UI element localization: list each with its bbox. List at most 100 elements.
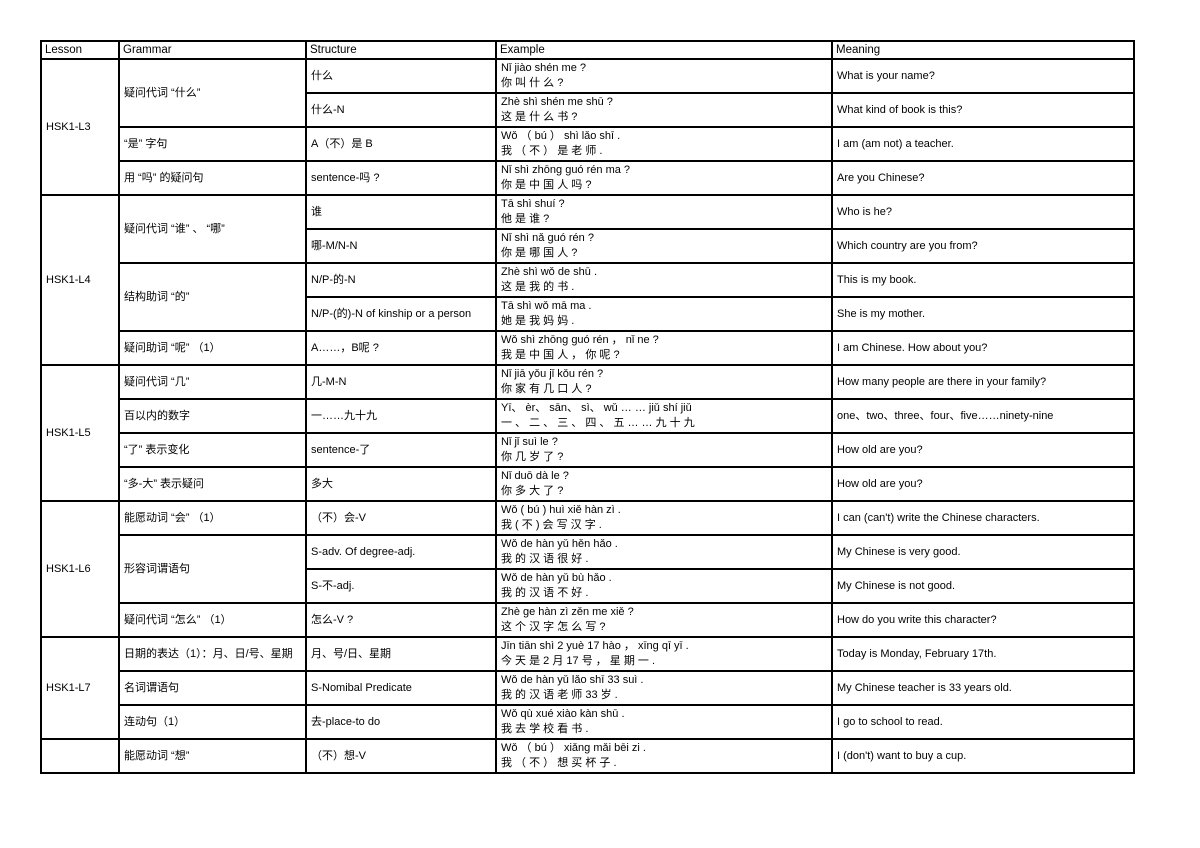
table-row: 结构助词 “的” N/P-的-N Zhè shì wǒ de shū . 这 是 我 … — [41, 262, 1135, 332]
example-hanzi: 你 是 中 国 人 吗 ? — [501, 179, 592, 191]
structure-cell: 几-M-N — [305, 364, 497, 400]
lesson-cell: HSK1-L6 — [40, 500, 120, 638]
meaning-cell: My Chinese is not good. — [831, 568, 1135, 604]
table-row: 形容词谓语句 S-adv. Of degree-adj. Wǒ de hàn yǔ … — [41, 534, 1135, 604]
grammar-cell: 疑问代词 “谁” 、 “哪” — [118, 194, 307, 264]
structure-cell: A（不）是 B — [305, 126, 497, 162]
lesson-cell: HSK1-L5 — [40, 364, 120, 502]
example-pinyin: Wǒ ( bú ) huì xiě hàn zì . — [501, 504, 621, 516]
meaning-cell: Which country are you from? — [831, 228, 1135, 264]
grammar-cell: 疑问代词 “怎么” （1） — [118, 602, 307, 638]
example-hanzi: 我 （ 不 ） 是 老 师 . — [501, 145, 603, 157]
example-hanzi: 我 是 中 国 人 ， 你 呢 ? — [501, 349, 620, 361]
table-row: HSK1-L4 疑问代词 “谁” 、 “哪” 谁 Tā shì shuí ? 他 是 谁… — [40, 194, 1135, 366]
example-cell: Wǒ de hàn yǔ bù hǎo . 我 的 汉 语 不 好 . — [495, 568, 833, 604]
example-cell: Wǒ de hàn yǔ hěn hǎo . 我 的 汉 语 很 好 . — [495, 534, 833, 570]
meaning-cell: I go to school to read. — [831, 704, 1135, 740]
example-cell: Nǐ shì nǎ guó rén ? 你 是 哪 国 人 ? — [495, 228, 833, 264]
grammar-cell: 连动句（1） — [118, 704, 307, 740]
example-cell: Zhè shì wǒ de shū . 这 是 我 的 书 . — [495, 262, 833, 298]
example-cell: Nǐ jǐ suì le ? 你 几 岁 了 ? — [495, 432, 833, 468]
structure-cell: A……，B呢 ? — [305, 330, 497, 366]
example-hanzi: 你 几 岁 了 ? — [501, 451, 564, 463]
example-hanzi: 你 家 有 几 口 人 ? — [501, 383, 592, 395]
example-hanzi: 我 的 汉 语 不 好 . — [501, 587, 589, 599]
grammar-cell: 疑问代词 “什么” — [118, 58, 307, 128]
grammar-table: Lesson Grammar Structure Example Meaning… — [40, 40, 1135, 774]
table-row: 疑问助词 “呢” （1） A……，B呢 ? Wǒ shì zhōng guó rén… — [41, 330, 1135, 366]
grammar-cell: 能愿动词 “会” （1） — [118, 500, 307, 536]
meaning-cell: How old are you? — [831, 466, 1135, 502]
example-pinyin: Zhè shì shén me shū ? — [501, 96, 613, 108]
grammar-cell: 百以内的数字 — [118, 398, 307, 434]
meaning-cell: Who is he? — [831, 194, 1135, 230]
table-row: 连动句（1） 去-place-to do Wǒ qù xué xiào kàn sh… — [41, 704, 1135, 740]
table-row: “多-大” 表示疑问 多大 Nǐ duō dà le ? 你 多 大 了 ? How o… — [41, 466, 1135, 502]
example-pinyin: Wǒ （ bú ） shì lǎo shī . — [501, 130, 621, 142]
meaning-cell: I (don't) want to buy a cup. — [831, 738, 1135, 774]
example-pinyin: Nǐ jǐ suì le ? — [501, 436, 558, 448]
example-pinyin: Yī、 èr、 sān、 sì、 wǔ … … jiǔ shí jiǔ — [501, 402, 692, 414]
example-pinyin: Wǒ qù xué xiào kàn shū . — [501, 708, 625, 720]
structure-cell: 多大 — [305, 466, 497, 502]
structure-cell: 谁 — [305, 194, 497, 230]
example-pinyin: Wǒ （ bú ） xiǎng mǎi bēi zi . — [501, 742, 646, 754]
example-hanzi: 你 多 大 了 ? — [501, 485, 564, 497]
header-row: Lesson Grammar Structure Example Meaning — [40, 40, 1135, 60]
meaning-cell: Are you Chinese? — [831, 160, 1135, 196]
structure-cell: sentence-了 — [305, 432, 497, 468]
example-cell: Wǒ ( bú ) huì xiě hàn zì . 我 ( 不 ) 会 写 汉 … — [495, 500, 833, 536]
grammar-cell: 疑问代词 “几” — [118, 364, 307, 400]
meaning-cell: What is your name? — [831, 58, 1135, 94]
structure-cell: S-adv. Of degree-adj. — [305, 534, 497, 570]
example-cell: Wǒ qù xué xiào kàn shū . 我 去 学 校 看 书 . — [495, 704, 833, 740]
lesson-cell: HSK1-L3 — [40, 58, 120, 196]
table-row: 能愿动词 “想” （不）想-V Wǒ （ bú ） xiǎng mǎi bēi zi… — [40, 738, 1135, 774]
meaning-cell: I am (am not) a teacher. — [831, 126, 1135, 162]
example-cell: Wǒ de hàn yǔ lǎo shī 33 suì . 我 的 汉 语 老 师… — [495, 670, 833, 706]
example-hanzi: 今 天 是 2 月 17 号 ， 星 期 一 . — [501, 655, 656, 667]
meaning-cell: I am Chinese. How about you? — [831, 330, 1135, 366]
example-pinyin: Nǐ jiā yǒu jǐ kǒu rén ? — [501, 368, 604, 380]
table-row: HSK1-L3 疑问代词 “什么” 什么 Nǐ jiào shén me ? 你 叫 什… — [40, 58, 1135, 196]
table-row: 百以内的数字 一……九十九 Yī、 èr、 sān、 sì、 wǔ … … jiǔ … — [41, 398, 1135, 434]
structure-cell: （不）想-V — [305, 738, 497, 774]
structure-cell: 什么-N — [305, 92, 497, 128]
meaning-cell: What kind of book is this? — [831, 92, 1135, 128]
table-row: 用 “吗” 的疑问句 sentence-吗 ? Nǐ shì zhōng guó r… — [41, 160, 1135, 196]
grammar-cell: “是” 字句 — [118, 126, 307, 162]
table-row: HSK1-L5 疑问代词 “几” 几-M-N Nǐ jiā yǒu jǐ kǒu ré… — [40, 364, 1135, 502]
structure-cell: 去-place-to do — [305, 704, 497, 740]
structure-cell: 一……九十九 — [305, 398, 497, 434]
header-lesson: Lesson — [40, 40, 120, 60]
structure-cell: 月、号/日、星期 — [305, 636, 497, 672]
grammar-cell: “了” 表示变化 — [118, 432, 307, 468]
example-pinyin: Tā shì shuí ? — [501, 198, 565, 210]
grammar-cell: “多-大” 表示疑问 — [118, 466, 307, 502]
table-row: “了” 表示变化 sentence-了 Nǐ jǐ suì le ? 你 几 岁 了 … — [41, 432, 1135, 468]
example-hanzi: 你 是 哪 国 人 ? — [501, 247, 578, 259]
example-hanzi: 你 叫 什 么 ? — [501, 77, 564, 89]
example-pinyin: Nǐ shì zhōng guó rén ma ? — [501, 164, 631, 176]
structure-cell: N/P-(的)-N of kinship or a person — [305, 296, 497, 332]
lesson-cell: HSK1-L7 — [40, 636, 120, 740]
meaning-cell: I can (can't) write the Chinese characte… — [831, 500, 1135, 536]
example-cell: Nǐ jiào shén me ? 你 叫 什 么 ? — [495, 58, 833, 94]
example-cell: Nǐ jiā yǒu jǐ kǒu rén ? 你 家 有 几 口 人 ? — [495, 364, 833, 400]
grammar-cell: 形容词谓语句 — [118, 534, 307, 604]
table-row: HSK1-L7 日期的表达（1）：月、日/号、星期 月、号/日、星期 Jīn tiān… — [40, 636, 1135, 740]
lesson-cell — [40, 738, 120, 774]
example-hanzi: 我 的 汉 语 很 好 . — [501, 553, 589, 565]
example-hanzi: 这 是 我 的 书 . — [501, 281, 575, 293]
example-cell: Zhè shì shén me shū ? 这 是 什 么 书 ? — [495, 92, 833, 128]
structure-cell: 怎么-V ? — [305, 602, 497, 638]
table-row: 疑问代词 “怎么” （1） 怎么-V ? Zhè ge hàn zì zěn me … — [41, 602, 1135, 638]
meaning-cell: My Chinese is very good. — [831, 534, 1135, 570]
example-cell: Nǐ duō dà le ? 你 多 大 了 ? — [495, 466, 833, 502]
meaning-cell: How old are you? — [831, 432, 1135, 468]
table-row: 名词谓语句 S-Nomibal Predicate Wǒ de hàn yǔ lǎo… — [41, 670, 1135, 706]
example-pinyin: Nǐ shì nǎ guó rén ? — [501, 232, 594, 244]
example-pinyin: Jīn tiān shì 2 yuè 17 hào ， xīng qī yī . — [501, 640, 689, 652]
table-row: N/P-(的)-N of kinship or a person Tā shì w… — [41, 296, 1135, 332]
